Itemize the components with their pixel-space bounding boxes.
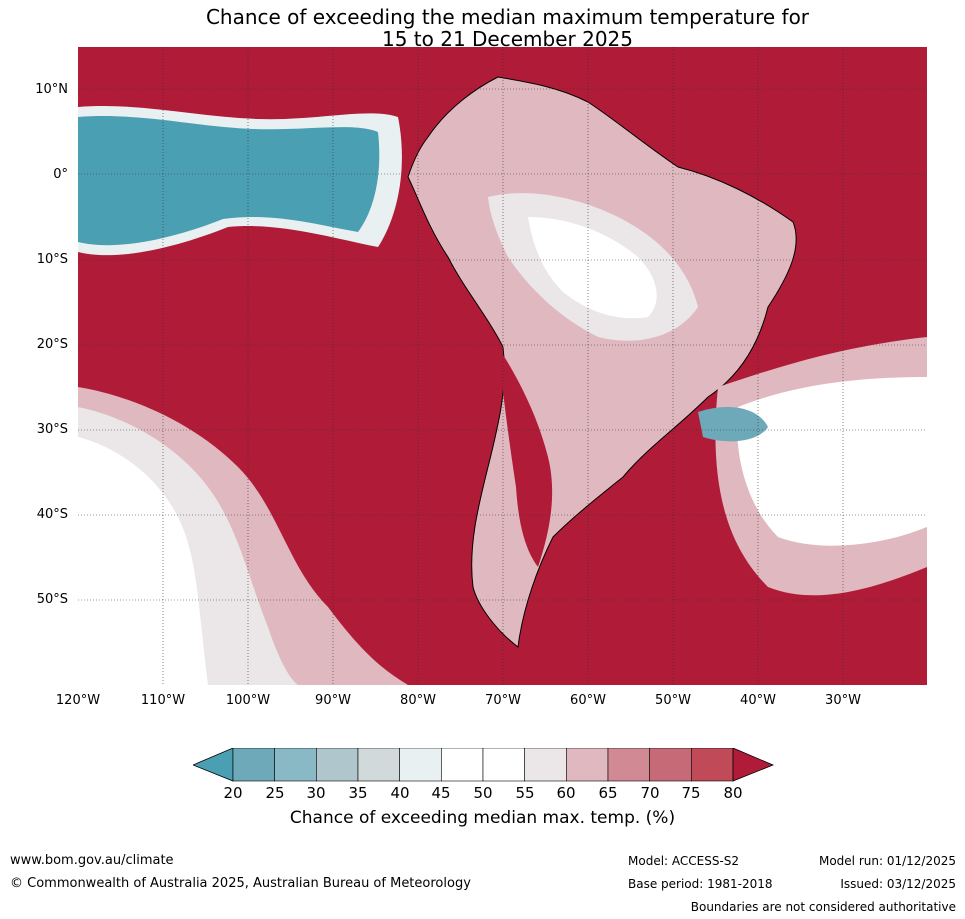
- colorbar-tick: 45: [431, 784, 451, 802]
- colorbar-cell: [524, 748, 567, 782]
- colorbar-cell: [441, 748, 484, 782]
- south-america-landmass: [407, 76, 797, 648]
- forecast-map: [78, 47, 927, 685]
- map-graphic: [78, 47, 927, 685]
- lon-label: 120°W: [55, 693, 101, 708]
- colorbar-tick: 20: [223, 784, 243, 802]
- lon-label: 90°W: [315, 693, 351, 708]
- lon-label: 50°W: [655, 693, 691, 708]
- footer-issued: Issued: 03/12/2025: [840, 877, 956, 891]
- colorbar-cell: [399, 748, 442, 782]
- colorbar-tick: 65: [598, 784, 618, 802]
- colorbar: [193, 748, 775, 782]
- lon-label: 100°W: [225, 693, 271, 708]
- colorbar-low-arrow: [193, 748, 234, 782]
- lat-label: 10°S: [36, 252, 68, 267]
- colorbar-high-arrow: [732, 748, 775, 782]
- colorbar-tick: 30: [306, 784, 326, 802]
- cool-region-pacific-core: [78, 115, 380, 246]
- footer-boundaries: Boundaries are not considered authoritat…: [690, 900, 956, 914]
- colorbar-cells: [232, 748, 734, 782]
- footer-model: Model: ACCESS-S2: [628, 854, 740, 868]
- colorbar-label: Chance of exceeding median max. temp. (%…: [289, 808, 676, 828]
- lat-label: 30°S: [36, 422, 68, 437]
- colorbar-tick: 35: [348, 784, 368, 802]
- colorbar-cell: [566, 748, 609, 782]
- map-title-line1: Chance of exceeding the median maximum t…: [205, 5, 810, 29]
- footer-model-run: Model run: 01/12/2025: [818, 854, 956, 868]
- neutral-region-atlantic-white: [737, 377, 927, 546]
- colorbar-cell: [607, 748, 650, 782]
- lon-label: 80°W: [400, 693, 436, 708]
- lat-label: 0°: [53, 167, 68, 182]
- colorbar-tick: 25: [265, 784, 285, 802]
- colorbar-cell: [232, 748, 275, 782]
- colorbar-cell: [316, 748, 359, 782]
- colorbar-tick: 80: [723, 784, 743, 802]
- colorbar-cell: [274, 748, 317, 782]
- colorbar-cell: [482, 748, 525, 782]
- lon-label: 60°W: [570, 693, 606, 708]
- colorbar-tick: 75: [681, 784, 701, 802]
- map-title-line2: 15 to 21 December 2025: [381, 27, 633, 51]
- cool-patch-atlantic: [698, 407, 768, 442]
- lat-label: 40°S: [36, 507, 68, 522]
- lat-label: 10°N: [35, 82, 68, 97]
- lon-label: 70°W: [485, 693, 521, 708]
- colorbar-tick: 70: [640, 784, 660, 802]
- colorbar-tick: 50: [473, 784, 493, 802]
- colorbar-cell: [649, 748, 692, 782]
- colorbar-cell: [357, 748, 400, 782]
- footer-url[interactable]: www.bom.gov.au/climate: [10, 853, 174, 868]
- graticule: [78, 47, 927, 685]
- colorbar-cell: [691, 748, 734, 782]
- colorbar-tick: 55: [515, 784, 535, 802]
- lat-label: 50°S: [36, 592, 68, 607]
- colorbar-tick: 40: [390, 784, 410, 802]
- lon-label: 40°W: [740, 693, 776, 708]
- colorbar-tick: 60: [556, 784, 576, 802]
- footer-copyright: © Commonwealth of Australia 2025, Austra…: [10, 876, 471, 891]
- footer-base-period: Base period: 1981-2018: [628, 877, 773, 891]
- lon-label: 110°W: [140, 693, 186, 708]
- andes-hot: [498, 347, 553, 567]
- lat-label: 20°S: [36, 337, 68, 352]
- amazon-white: [528, 217, 657, 319]
- lon-label: 30°W: [825, 693, 861, 708]
- neutral-region-sw-white: [78, 437, 208, 685]
